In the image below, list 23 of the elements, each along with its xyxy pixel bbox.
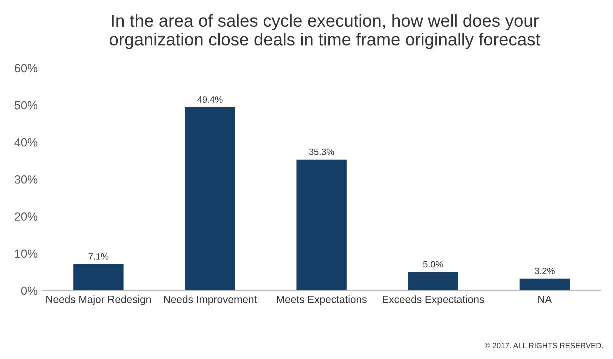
x-tick-label: NA [538, 296, 552, 304]
x-tick-label: Exceeds Expectations [383, 296, 484, 306]
data-label: 3.2% [535, 268, 555, 274]
data-label: 7.1% [88, 254, 109, 260]
chart-title: In the area of sales cycle execution, how well does your organization close deals in time frame originally forecast [110, 14, 540, 50]
bar [296, 160, 347, 291]
y-tick-label: 50% [14, 101, 38, 110]
y-tick-label: 20% [15, 212, 38, 221]
bar [185, 108, 236, 291]
y-tick-label: 0% [21, 286, 38, 296]
data-label: 5.0% [423, 261, 444, 268]
bar [520, 278, 570, 291]
x-tick-label: Needs Major Redesign [46, 296, 151, 306]
y-tick-label: 40% [14, 138, 38, 147]
bar [408, 272, 458, 291]
y-tick-label: 10% [15, 250, 38, 258]
y-tick-label: 30% [14, 176, 38, 184]
data-label: 49.4% [198, 96, 223, 103]
data-label: 35.3% [309, 148, 334, 156]
bar [74, 264, 124, 291]
x-tick-label: Needs Improvement [164, 296, 258, 306]
x-tick-label: Meets Expectations [277, 296, 367, 306]
y-tick-label: 60% [15, 64, 38, 73]
